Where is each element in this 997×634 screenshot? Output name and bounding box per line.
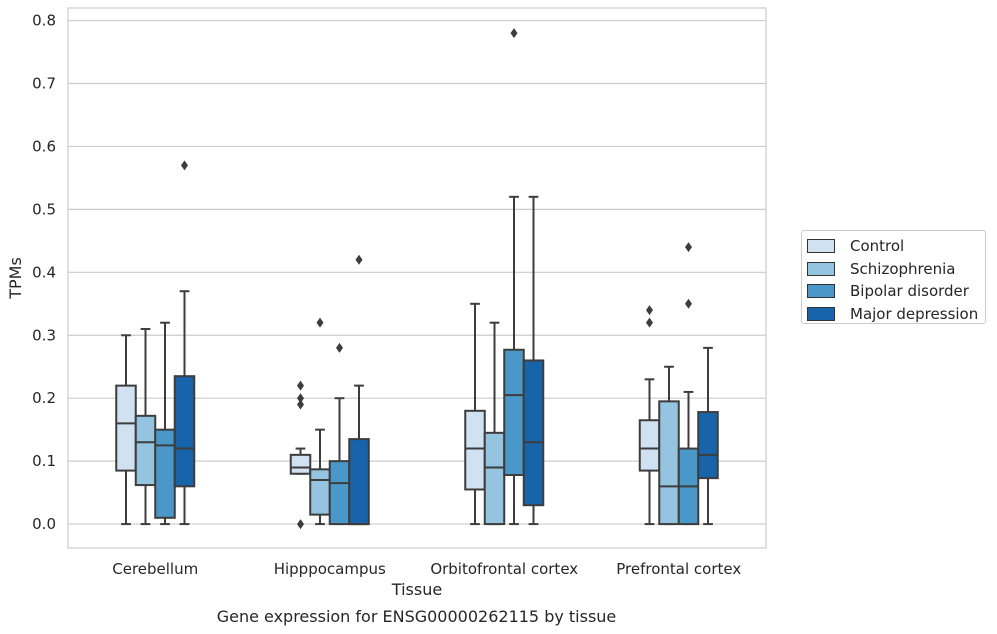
box-body (483, 431, 506, 526)
boxes-layer (115, 28, 719, 530)
y-axis-label: TPMs (6, 257, 25, 300)
outlier-point (336, 342, 343, 353)
y-tick-label: 0.6 (32, 137, 56, 155)
box-body (173, 375, 196, 488)
box-schizophrenia (134, 327, 157, 526)
outlier-point (685, 298, 692, 309)
box-control (115, 334, 137, 526)
box-body (464, 409, 486, 491)
y-tick-label: 0.0 (32, 515, 56, 533)
legend-swatch (807, 284, 835, 299)
y-tick-label: 0.1 (32, 452, 56, 470)
box-major-depression (697, 346, 719, 526)
x-tick-label: Hipppocampus (274, 560, 386, 578)
box-major-depression (522, 195, 545, 526)
legend-label: Major depression (850, 304, 979, 323)
legend-swatch (807, 306, 835, 321)
y-tick-label: 0.5 (32, 200, 56, 218)
box-body (328, 460, 351, 526)
x-tick-labels: Cerebellum Hipppocampus Orbitofrontal cort… (112, 560, 741, 578)
box-body (658, 400, 680, 526)
outlier-point (297, 399, 304, 410)
box-bipolar-disorder (503, 28, 525, 526)
legend-swatch (807, 261, 835, 276)
box-bipolar-disorder (328, 342, 351, 526)
box-body (154, 428, 176, 519)
outlier-point (181, 160, 188, 171)
outlier-point (355, 254, 363, 265)
box-body (697, 411, 719, 480)
box-control (289, 380, 312, 530)
y-tick-label: 0.7 (32, 75, 56, 93)
box-bipolar-disorder (154, 321, 176, 526)
outlier-point (297, 519, 304, 530)
legend-swatch (807, 239, 835, 254)
legend-item-major-depression: Major depression (807, 303, 985, 326)
legend-label: Bipolar disorder (850, 282, 969, 301)
box-body (348, 438, 370, 526)
y-tick-label: 0.2 (32, 389, 56, 407)
box-body (134, 414, 157, 487)
chart-caption: Gene expression for ENSG00000262115 by t… (216, 607, 617, 626)
box-body (522, 359, 545, 507)
legend-item-control: Control (807, 235, 985, 258)
y-tick-labels: 0.0 0.1 0.2 0.3 0.4 0.5 0.6 0.7 0.8 (32, 12, 56, 533)
outlier-point (316, 317, 324, 328)
legend-label: Control (850, 237, 905, 256)
legend: Control Schizophrenia Bipolar disorder M… (801, 230, 986, 324)
outlier-point (297, 393, 304, 404)
y-tick-label: 0.4 (32, 263, 56, 281)
outlier-point (646, 305, 653, 316)
x-tick-label: Cerebellum (112, 560, 198, 578)
box-body (503, 348, 525, 476)
outlier-point (646, 317, 653, 328)
legend-item-bipolar-disorder: Bipolar disorder (807, 280, 985, 303)
legend-item-schizophrenia: Schizophrenia (807, 258, 985, 281)
box-major-depression (173, 160, 196, 526)
y-tick-label: 0.3 (32, 326, 56, 344)
box-body (638, 419, 661, 472)
box-body (289, 453, 312, 475)
box-body (309, 468, 331, 516)
legend-label: Schizophrenia (850, 259, 956, 278)
outlier-point (685, 242, 692, 253)
x-axis-label: Tissue (391, 580, 442, 599)
box-major-depression (348, 254, 370, 526)
box-body (115, 384, 137, 472)
box-bipolar-disorder (677, 242, 700, 526)
x-tick-label: Prefrontal cortex (616, 560, 741, 578)
x-tick-label: Orbitofrontal cortex (430, 560, 578, 578)
box-schizophrenia (483, 321, 506, 526)
outlier-point (297, 380, 304, 391)
outlier-point (510, 28, 518, 39)
y-tick-label: 0.8 (32, 12, 56, 30)
